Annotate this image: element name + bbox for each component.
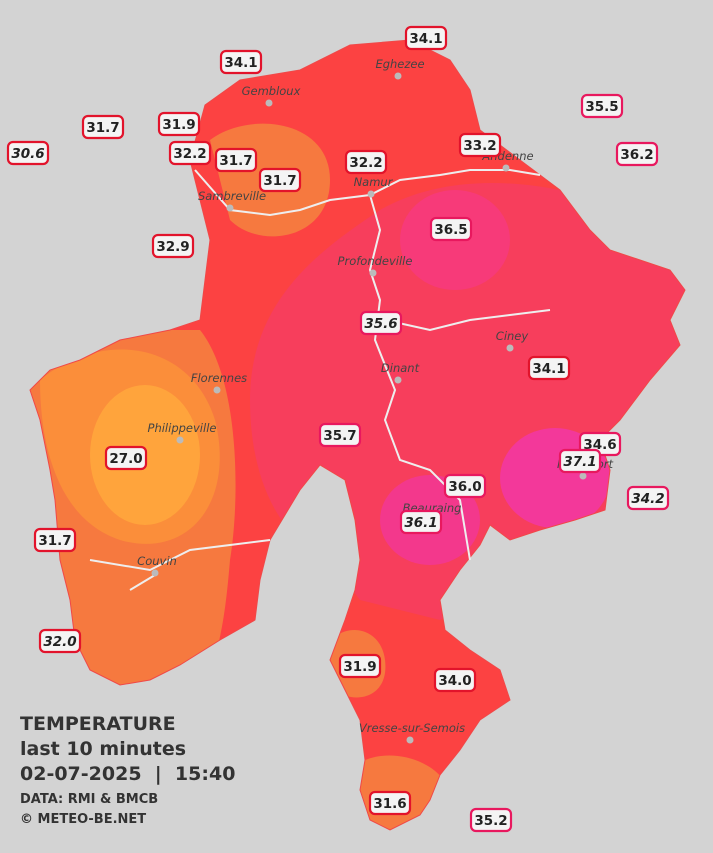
city-label: Florennes <box>191 371 247 385</box>
legend-source: DATA: RMI & BMCB <box>20 792 158 807</box>
station-value: 36.5 <box>434 222 467 238</box>
station-box <box>433 667 477 693</box>
station-value: 34.0 <box>438 673 471 689</box>
station-box <box>151 233 195 259</box>
station-box <box>6 140 50 166</box>
city-dot <box>226 204 234 212</box>
station-box <box>81 114 125 140</box>
station-box <box>527 355 571 381</box>
city-dot <box>213 386 221 394</box>
station-value: 35.6 <box>364 316 397 332</box>
station-box <box>443 473 487 499</box>
legend-credit: © METEO-BE.NET <box>20 812 146 827</box>
station-box <box>404 25 448 51</box>
station-value: 27.0 <box>109 451 142 467</box>
station-box <box>157 111 201 137</box>
station-box <box>615 141 659 167</box>
station-value: 35.2 <box>474 813 507 829</box>
station-value: 34.1 <box>409 31 442 47</box>
city-dot <box>394 376 402 384</box>
station-value: 31.7 <box>263 173 296 189</box>
station-value: 32.2 <box>173 146 206 162</box>
city-label: Philippeville <box>148 421 217 435</box>
station-box <box>344 149 388 175</box>
station-box <box>214 147 258 173</box>
station-value: 31.7 <box>38 533 71 549</box>
station-box <box>469 807 513 833</box>
station-value: 34.1 <box>224 55 257 71</box>
city-label: Profondeville <box>338 254 413 268</box>
station-box <box>168 140 212 166</box>
city-dot <box>579 472 587 480</box>
city-label: Ciney <box>496 329 529 343</box>
city-label: Sambreville <box>198 189 266 203</box>
station-box <box>104 445 148 471</box>
station-value: 32.9 <box>156 239 189 255</box>
station-value: 33.2 <box>463 138 496 154</box>
station-value: 34.2 <box>631 491 664 507</box>
city-dot <box>265 99 273 107</box>
station-value: 35.5 <box>585 99 618 115</box>
station-box <box>399 509 443 535</box>
station-box <box>626 485 670 511</box>
city-dot <box>394 72 402 80</box>
city-dot <box>406 736 414 744</box>
station-box <box>338 653 382 679</box>
station-value: 35.7 <box>323 428 356 444</box>
station-value: 37.1 <box>563 454 596 470</box>
station-value: 31.9 <box>162 117 195 133</box>
city-label: Dinant <box>381 361 420 375</box>
station-box <box>458 132 502 158</box>
station-box <box>38 628 82 654</box>
city-label: Vresse-sur-Semois <box>359 721 465 735</box>
station-box <box>359 310 403 336</box>
legend-title: TEMPERATURE <box>20 713 176 735</box>
city-label: Gembloux <box>242 84 301 98</box>
station-box <box>580 93 624 119</box>
station-box <box>558 448 602 474</box>
station-value: 30.6 <box>11 146 44 162</box>
city-dot <box>151 569 159 577</box>
city-dot <box>369 269 377 277</box>
station-box <box>33 527 77 553</box>
legend-timestamp: 02-07-2025 | 15:40 <box>20 763 235 785</box>
station-value: 36.0 <box>448 479 481 495</box>
station-box <box>318 422 362 448</box>
city-label: Couvin <box>137 554 177 568</box>
station-box <box>429 216 473 242</box>
station-value: 32.0 <box>43 634 76 650</box>
legend-subtitle: last 10 minutes <box>20 738 186 760</box>
station-value: 31.7 <box>86 120 119 136</box>
station-value: 31.9 <box>343 659 376 675</box>
city-dot <box>506 344 514 352</box>
city-label: Namur <box>354 175 394 189</box>
city-label: Eghezee <box>375 57 424 71</box>
station-box <box>368 790 412 816</box>
station-value: 31.6 <box>373 796 406 812</box>
city-dot <box>367 190 375 198</box>
station-box <box>258 167 302 193</box>
city-dot <box>176 436 184 444</box>
station-value: 32.2 <box>349 155 382 171</box>
station-value: 36.1 <box>404 515 437 531</box>
city-dot <box>502 164 510 172</box>
station-value: 36.2 <box>620 147 653 163</box>
station-value: 34.1 <box>532 361 565 377</box>
station-box <box>219 49 263 75</box>
station-value: 31.7 <box>219 153 252 169</box>
